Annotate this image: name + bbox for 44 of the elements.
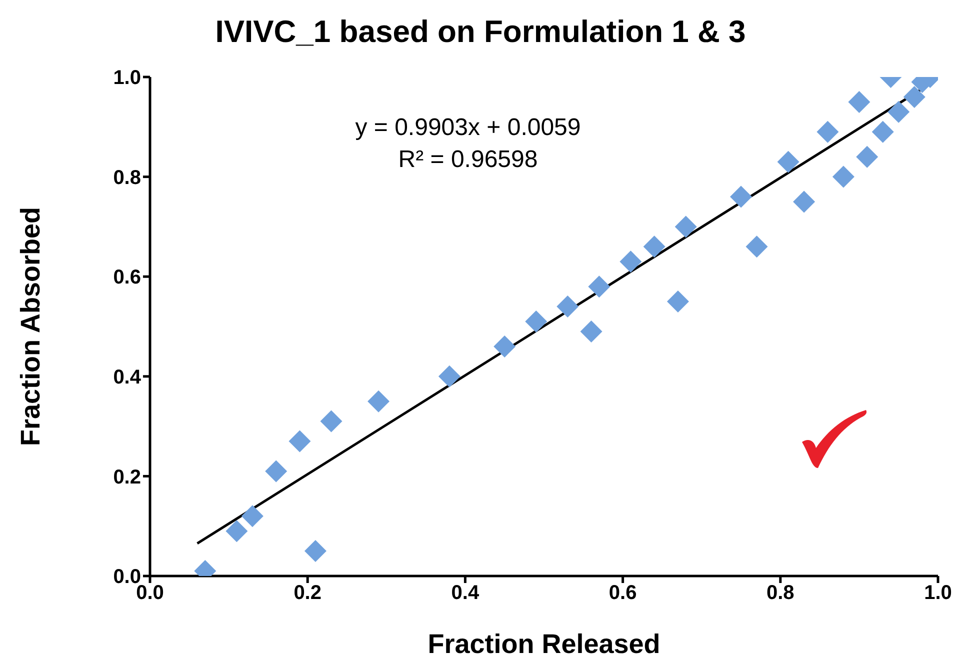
x-axis-title: Fraction Released bbox=[428, 629, 660, 659]
point bbox=[620, 250, 642, 273]
x-tick-label: 0.0 bbox=[136, 582, 164, 604]
chart-title: IVIVC_1 based on Formulation 1 & 3 bbox=[214, 14, 747, 50]
point bbox=[872, 120, 894, 143]
point bbox=[643, 236, 666, 258]
annotation: y = 0.9903x + 0.0059 bbox=[354, 113, 582, 143]
y-tick-label: 1.0 bbox=[113, 67, 141, 90]
point bbox=[666, 290, 689, 313]
point bbox=[674, 216, 697, 238]
point bbox=[320, 410, 342, 432]
point bbox=[226, 520, 248, 542]
point bbox=[494, 335, 516, 358]
point bbox=[903, 86, 926, 108]
y-tick-label: 0.4 bbox=[113, 366, 142, 388]
point bbox=[856, 146, 878, 168]
point bbox=[777, 150, 800, 173]
y-tick-label: 0.8 bbox=[113, 166, 141, 189]
point bbox=[888, 100, 910, 123]
point bbox=[241, 505, 264, 528]
point bbox=[746, 236, 768, 258]
point bbox=[525, 310, 548, 333]
point bbox=[730, 186, 752, 208]
x-tick-label: 0.4 bbox=[451, 582, 480, 604]
point bbox=[438, 365, 460, 388]
x-tick-label: 0.6 bbox=[608, 582, 637, 604]
point bbox=[580, 320, 602, 342]
point bbox=[848, 90, 870, 113]
point bbox=[793, 190, 816, 213]
point bbox=[588, 276, 610, 298]
point bbox=[832, 166, 854, 188]
point bbox=[368, 390, 390, 412]
point bbox=[816, 120, 839, 143]
point bbox=[265, 460, 288, 482]
point bbox=[288, 430, 311, 452]
x-tick-label: 1.0 bbox=[924, 582, 952, 604]
x-tick-label: 0.8 bbox=[766, 582, 794, 604]
y-axis-title: Fraction Absorbed bbox=[16, 206, 46, 446]
y-tick-label: 0.6 bbox=[113, 266, 141, 289]
x-tick-label: 0.2 bbox=[294, 582, 322, 604]
point bbox=[304, 540, 326, 562]
y-tick-label: 0.2 bbox=[113, 466, 141, 488]
annotation: R² = 0.96598 bbox=[397, 145, 539, 175]
point bbox=[556, 296, 579, 318]
